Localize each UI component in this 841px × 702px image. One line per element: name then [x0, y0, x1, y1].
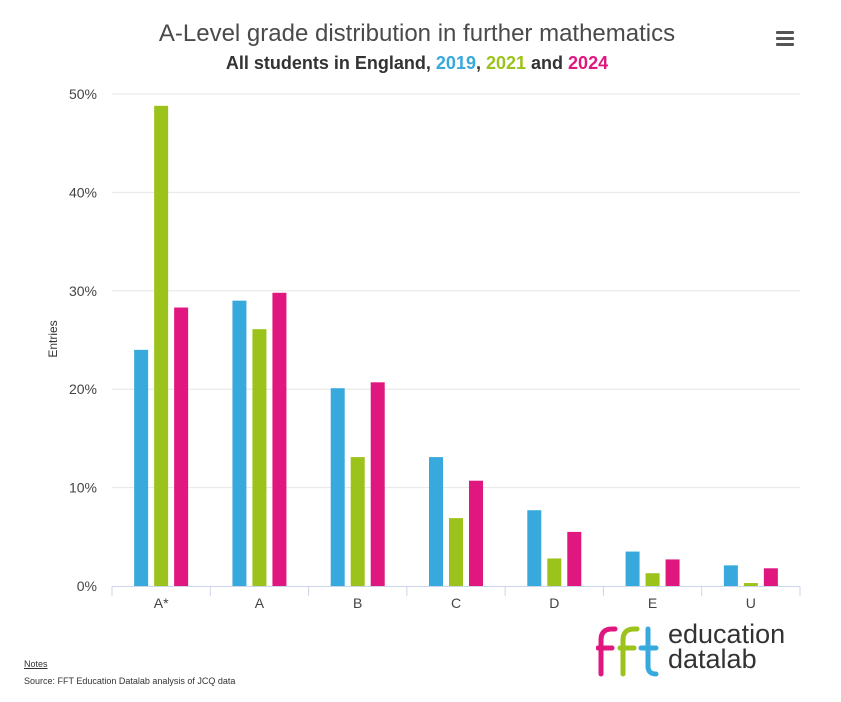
- x-tick-label: E: [648, 595, 657, 611]
- y-tick-label: 0%: [77, 578, 97, 594]
- subtitle-year-2024: 2024: [568, 53, 609, 73]
- y-tick-label: 10%: [69, 480, 97, 496]
- bar-2024-A*[interactable]: [174, 307, 189, 586]
- chart-title: A-Level grade distribution in further ma…: [158, 20, 676, 47]
- logo-line-1: education: [668, 619, 786, 649]
- x-tick-label: U: [746, 595, 756, 611]
- chart-subtitle: All students in England, 2019, 2021 and …: [0, 53, 834, 74]
- chart-menu-icon[interactable]: [774, 28, 798, 50]
- subtitle-separator: and: [526, 53, 569, 73]
- source-note: Source: FFT Education Datalab analysis o…: [24, 676, 236, 686]
- bar-2024-C[interactable]: [469, 480, 483, 586]
- bar-2019-A[interactable]: [232, 300, 247, 586]
- y-axis-label: Entries: [46, 320, 60, 357]
- bar-2021-B[interactable]: [350, 457, 365, 586]
- x-tick-label: A: [255, 595, 265, 611]
- bar-2019-C[interactable]: [429, 457, 443, 586]
- y-axis-ticks: 0% 10% 20% 30% 40% 50%: [69, 86, 97, 594]
- bar-2021-D[interactable]: [547, 558, 562, 586]
- bar-2024-E[interactable]: [665, 559, 680, 586]
- bar-2019-B[interactable]: [330, 388, 345, 586]
- bar-2021-E[interactable]: [645, 573, 660, 586]
- bar-2019-A*[interactable]: [134, 349, 149, 586]
- logo-wordmark: education datalab: [668, 619, 786, 674]
- x-axis: A* A B C D E U: [111, 586, 801, 611]
- subtitle-year-2021: 2021: [485, 53, 527, 73]
- bar-chart: 0% 10% 20% 30% 40% 50% A* A B C D E U Entries: [46, 86, 801, 611]
- bar-2024-D[interactable]: [567, 531, 582, 586]
- bar-2024-B[interactable]: [370, 382, 385, 586]
- bar-2021-A[interactable]: [252, 329, 267, 586]
- bar-2021-C[interactable]: [449, 518, 463, 586]
- bar-2021-U[interactable]: [743, 583, 758, 586]
- bar-2019-U[interactable]: [723, 565, 738, 586]
- bars: [134, 105, 778, 587]
- x-tick-label: A*: [154, 595, 169, 611]
- y-tick-label: 50%: [69, 86, 97, 102]
- x-tick-label: B: [353, 595, 362, 611]
- fft-logo-mark: [595, 626, 659, 677]
- subtitle-separator: ,: [475, 53, 486, 73]
- bar-2021-A*[interactable]: [154, 105, 169, 587]
- y-tick-label: 20%: [69, 381, 97, 397]
- notes-link[interactable]: Notes: [24, 659, 48, 669]
- x-tick-label: D: [549, 595, 559, 611]
- bar-2024-A[interactable]: [272, 292, 287, 586]
- fft-education-datalab-logo: education datalab: [595, 619, 806, 677]
- y-tick-label: 30%: [69, 283, 97, 299]
- x-tick-label: C: [451, 595, 461, 611]
- subtitle-prefix: All students in England,: [225, 53, 436, 73]
- bar-2019-D[interactable]: [527, 510, 542, 586]
- logo-line-2: datalab: [668, 644, 757, 674]
- bar-2024-U[interactable]: [763, 568, 778, 586]
- bar-2019-E[interactable]: [625, 551, 640, 586]
- subtitle-year-2019: 2019: [435, 53, 476, 73]
- gridlines: [112, 93, 800, 489]
- y-tick-label: 40%: [69, 184, 97, 200]
